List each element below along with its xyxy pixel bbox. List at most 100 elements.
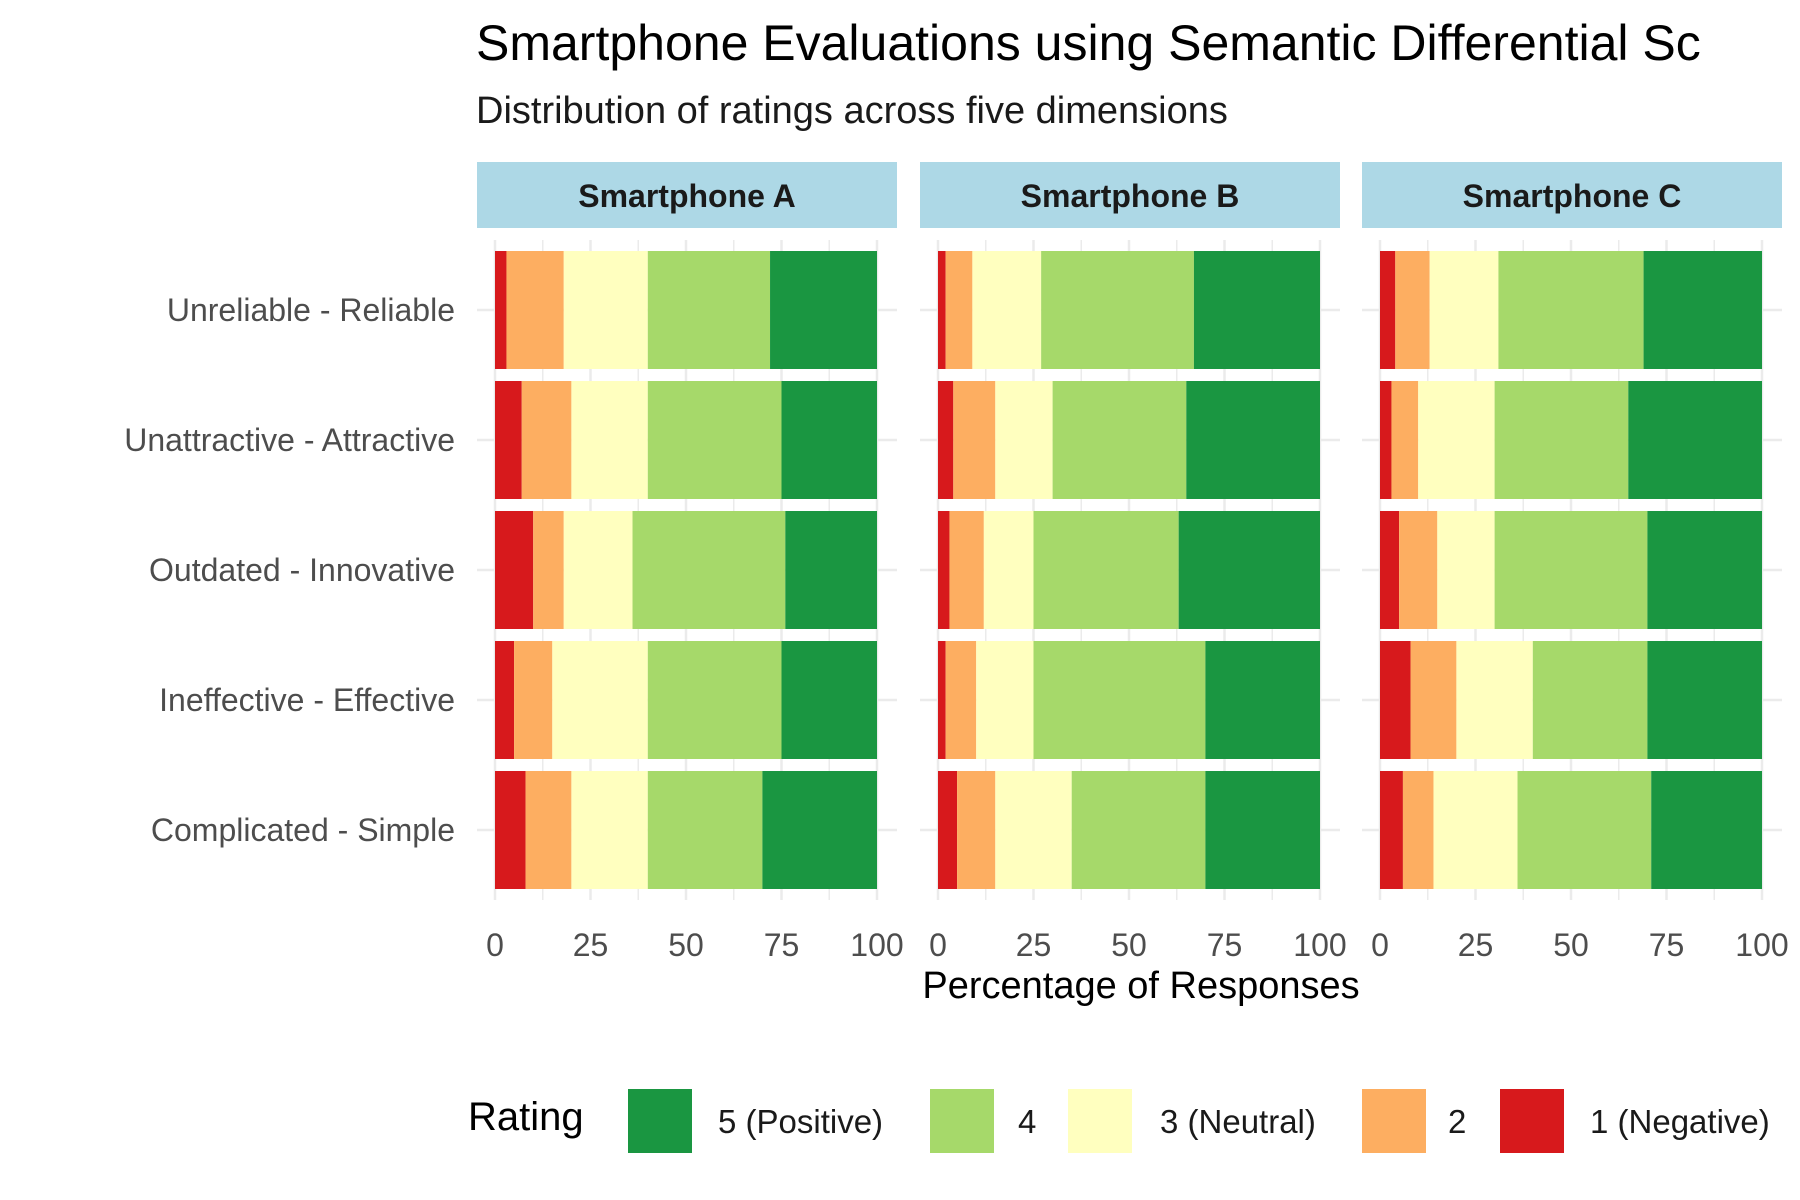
bar-segment xyxy=(571,771,648,889)
bar-segment xyxy=(1498,251,1644,369)
x-tick-label: 25 xyxy=(1458,927,1494,963)
bar-segment xyxy=(1205,641,1320,759)
bar-segment xyxy=(1380,771,1403,889)
bar-segment xyxy=(938,251,946,369)
x-tick-label: 50 xyxy=(668,927,704,963)
bar-segment xyxy=(1410,641,1457,759)
bar-segment xyxy=(1380,381,1392,499)
x-axis-label: Percentage of Responses xyxy=(922,965,1360,1007)
bar-segment xyxy=(983,511,1034,629)
x-tick-label: 100 xyxy=(1293,927,1346,963)
bar-segment xyxy=(995,771,1072,889)
x-tick-label: 75 xyxy=(1207,927,1243,963)
bar-segment xyxy=(938,511,950,629)
facet-strip-smartphone-b xyxy=(920,162,1340,228)
bar-segment xyxy=(1041,251,1194,369)
bar-segment xyxy=(949,511,984,629)
bar-segment xyxy=(938,771,958,889)
bar-segment xyxy=(1380,251,1396,369)
bar-segment xyxy=(1532,641,1648,759)
bar-segment xyxy=(1193,251,1320,369)
x-tick-label: 0 xyxy=(929,927,947,963)
bar-segment xyxy=(563,251,648,369)
bar-segment xyxy=(1395,251,1430,369)
bar-segment xyxy=(563,511,633,629)
legend-label: 2 xyxy=(1448,1103,1466,1140)
facet-label-smartphone-c: Smartphone C xyxy=(1463,178,1682,214)
bar-segment xyxy=(1429,251,1499,369)
bar-segment xyxy=(506,251,564,369)
bar-segment xyxy=(525,771,572,889)
bar-segment xyxy=(1391,381,1419,499)
bar-segment xyxy=(781,641,877,759)
x-tick-label: 25 xyxy=(573,927,609,963)
y-category-label: Unreliable - Reliable xyxy=(167,292,455,328)
legend-label: 5 (Positive) xyxy=(718,1103,883,1140)
legend-label: 3 (Neutral) xyxy=(1160,1103,1316,1140)
y-category-label: Outdated - Innovative xyxy=(149,552,455,588)
bar-segment xyxy=(647,641,782,759)
bar-segment xyxy=(1402,771,1434,889)
bar-segment xyxy=(647,381,782,499)
x-tick-label: 100 xyxy=(850,927,903,963)
bar-segment xyxy=(1052,381,1187,499)
bar-segment xyxy=(533,511,564,629)
bar-segment xyxy=(976,641,1034,759)
bar-segment xyxy=(938,641,946,759)
bar-segment xyxy=(1517,771,1652,889)
bar-segment xyxy=(938,381,954,499)
bar-segment xyxy=(785,511,877,629)
legend-key xyxy=(1500,1089,1564,1153)
facet-label-smartphone-b: Smartphone B xyxy=(1021,178,1240,214)
bar-segment xyxy=(972,251,1042,369)
bar-segment xyxy=(514,641,553,759)
bar-segment xyxy=(1399,511,1438,629)
y-category-label: Complicated - Simple xyxy=(151,812,455,848)
x-tick-label: 50 xyxy=(1553,927,1589,963)
bar-segment xyxy=(1186,381,1320,499)
bar-segment xyxy=(1456,641,1533,759)
legend-label: 1 (Negative) xyxy=(1590,1103,1770,1140)
bar-segment xyxy=(1651,771,1762,889)
x-tick-label: 25 xyxy=(1016,927,1052,963)
chart-subtitle: Distribution of ratings across five dime… xyxy=(476,90,1228,132)
bar-segment xyxy=(995,381,1053,499)
legend-key xyxy=(628,1089,692,1153)
bar-segment xyxy=(1033,511,1179,629)
bar-segment xyxy=(1437,511,1495,629)
bar-segment xyxy=(495,381,522,499)
legend-key xyxy=(1362,1089,1426,1153)
bar-segment xyxy=(552,641,648,759)
legend-key xyxy=(930,1089,994,1153)
bar-segment xyxy=(945,251,973,369)
bar-segment xyxy=(495,511,534,629)
bar-segment xyxy=(1418,381,1495,499)
facet-strip-smartphone-a xyxy=(477,162,897,228)
legend-label: 4 xyxy=(1018,1103,1036,1140)
bar-segment xyxy=(1643,251,1762,369)
bar-segment xyxy=(957,771,996,889)
x-tick-label: 0 xyxy=(1371,927,1389,963)
bar-segment xyxy=(1433,771,1518,889)
bar-segment xyxy=(1628,381,1762,499)
bar-segment xyxy=(1178,511,1320,629)
bar-segment xyxy=(1071,771,1206,889)
y-category-label: Ineffective - Effective xyxy=(159,682,455,718)
bar-segment xyxy=(495,641,515,759)
chart-title: Smartphone Evaluations using Semantic Di… xyxy=(476,15,1701,71)
bar-segment xyxy=(1205,771,1320,889)
bar-segment xyxy=(762,771,877,889)
bar-segment xyxy=(1380,641,1411,759)
bar-segment xyxy=(495,771,526,889)
bar-segment xyxy=(632,511,786,629)
legend-key xyxy=(1068,1089,1132,1153)
bar-segment xyxy=(521,381,572,499)
bar-segment xyxy=(1494,381,1629,499)
facet-strip-smartphone-c xyxy=(1362,162,1782,228)
bar-segment xyxy=(1033,641,1206,759)
x-tick-label: 50 xyxy=(1111,927,1147,963)
bar-segment xyxy=(1647,511,1762,629)
bar-segment xyxy=(647,771,763,889)
bar-segment xyxy=(571,381,648,499)
